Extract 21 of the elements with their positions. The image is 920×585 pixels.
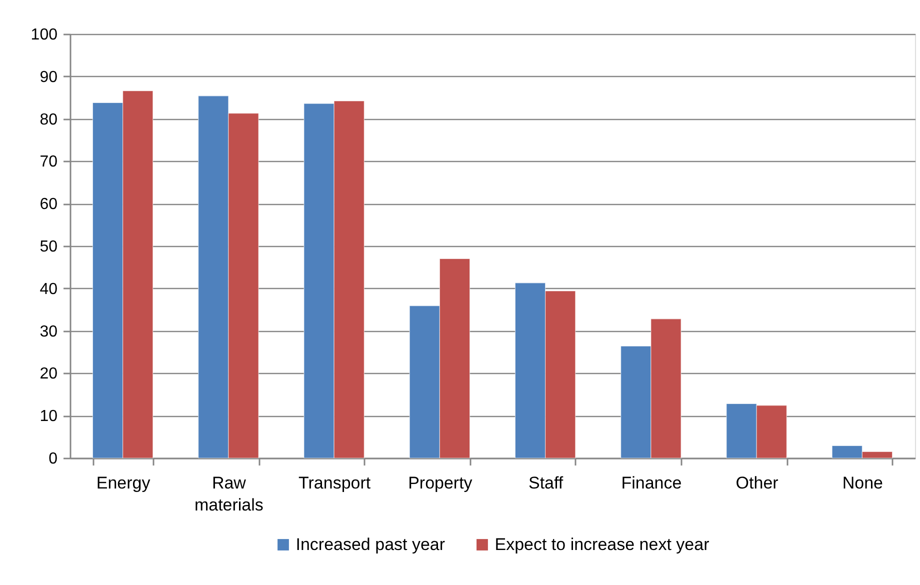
x-tick-label: None: [842, 474, 884, 492]
y-tick-label: 90: [40, 68, 58, 86]
x-tick-label: Property: [408, 474, 473, 492]
y-tick-label: 0: [48, 450, 58, 468]
x-tick-label: Raw materials: [194, 474, 264, 514]
y-tick-label: 70: [40, 154, 58, 171]
x-tick-label: Transport: [298, 474, 371, 492]
y-tick-label: 20: [40, 366, 58, 383]
x-tick-label: Other: [736, 474, 779, 492]
y-tick-label: 100: [30, 26, 58, 44]
y-tick-label: 10: [40, 408, 58, 426]
y-tick-label: 40: [40, 280, 58, 298]
x-tick-label: Energy: [96, 474, 151, 492]
y-tick-label: 60: [40, 196, 58, 214]
x-tick-label: Finance: [621, 474, 682, 492]
y-tick-label: 30: [40, 323, 58, 340]
y-tick-label: 80: [40, 111, 58, 128]
legend-label: Increased past year: [296, 534, 446, 554]
y-tick-label: 50: [40, 238, 58, 256]
x-tick-label: Staff: [528, 474, 564, 492]
legend-label: Expect to increase next year: [494, 534, 710, 554]
